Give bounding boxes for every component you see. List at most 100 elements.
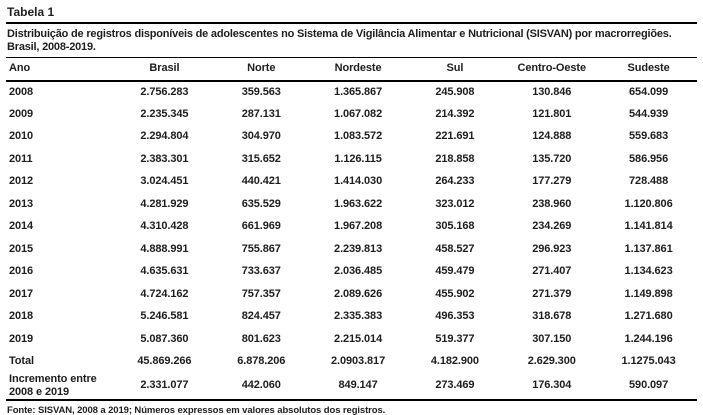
- cell-2008-sul: 245.908: [435, 85, 475, 98]
- cell-2013-sudeste: 1.120.806: [624, 197, 673, 210]
- column-header-nordeste: Nordeste: [309, 57, 407, 82]
- table-row-2015: 2015 4.888.991 755.867 2.239.813 458.527 296.…: [6, 238, 697, 261]
- cell-2016-norte: 733.637: [241, 265, 281, 278]
- cell-total-brasil: 45.869.266: [137, 355, 192, 368]
- cell-2015-brasil: 4.888.991: [140, 242, 189, 255]
- cell-2009-nordeste: 1.067.082: [334, 107, 383, 120]
- table-row-2019: 2019 5.087.360 801.623 2.215.014 519.377 307.…: [6, 328, 697, 351]
- cell-2010-nordeste: 1.083.572: [334, 130, 383, 143]
- cell-2015-nordeste: 2.239.813: [334, 242, 383, 255]
- cell-2019-centro-oeste: 307.150: [532, 332, 572, 345]
- cell-2013-sul: 323.012: [435, 197, 475, 210]
- cell-2008-nordeste: 1.365.867: [334, 85, 383, 98]
- source-note: Fonte: SISVAN, 2008 a 2019; Números expr…: [7, 405, 386, 415]
- row-label: 2014: [9, 220, 34, 233]
- cell-2011-centro-oeste: 135.720: [532, 152, 572, 165]
- cell-2014-centro-oeste: 234.269: [532, 220, 572, 233]
- column-header-sudeste: Sudeste: [600, 57, 697, 82]
- cell-2011-brasil: 2.383.301: [140, 152, 189, 165]
- cell-2018-sul: 496.353: [435, 310, 475, 323]
- column-header-brasil: Brasil: [116, 57, 213, 82]
- cell-2009-centro-oeste: 121.801: [532, 107, 572, 120]
- table-row-2008: 2008 2.756.283 359.563 1.365.867 245.908 130.…: [6, 81, 697, 104]
- row-label: 2013: [9, 197, 34, 210]
- cell-total-sudeste: 1.1275.043: [621, 355, 676, 368]
- cell-incremento-entre-2008-e-2019-centro-oeste: 176.304: [532, 379, 572, 392]
- cell-2018-centro-oeste: 318.678: [532, 310, 572, 323]
- cell-2010-sul: 221.691: [435, 130, 475, 143]
- cell-2016-sudeste: 1.134.623: [624, 265, 673, 278]
- cell-2013-nordeste: 1.963.622: [334, 197, 383, 210]
- cell-2009-norte: 287.131: [241, 107, 281, 120]
- row-label: 2012: [9, 175, 34, 188]
- cell-2017-norte: 757.357: [241, 287, 281, 300]
- table-row-2009: 2009 2.235.345 287.131 1.067.082 214.392 121.…: [6, 103, 697, 126]
- row-label: 2010: [9, 130, 34, 143]
- cell-total-sul: 4.182.900: [430, 355, 479, 368]
- table-row-2010: 2010 2.294.804 304.970 1.083.572 221.691 124.…: [6, 126, 697, 149]
- cell-2010-brasil: 2.294.804: [140, 130, 189, 143]
- cell-2019-brasil: 5.087.360: [140, 332, 189, 345]
- column-header-norte: Norte: [212, 57, 310, 82]
- cell-total-centro-oeste: 2.629.300: [527, 355, 576, 368]
- row-label: Incremento entre 2008 e 2019: [9, 372, 97, 399]
- table-row-2014: 2014 4.310.428 661.969 1.967.208 305.168 234.…: [6, 216, 697, 239]
- cell-incremento-entre-2008-e-2019-nordeste: 849.147: [338, 379, 378, 392]
- cell-2017-brasil: 4.724.162: [140, 287, 189, 300]
- cell-2014-nordeste: 1.967.208: [334, 220, 383, 233]
- cell-2015-norte: 755.867: [241, 242, 281, 255]
- cell-2014-sudeste: 1.141.814: [624, 220, 673, 233]
- cell-2008-sudeste: 654.099: [629, 85, 669, 98]
- cell-2016-centro-oeste: 271.407: [532, 265, 572, 278]
- cell-2019-norte: 801.623: [241, 332, 281, 345]
- cell-2015-sudeste: 1.137.861: [624, 242, 673, 255]
- row-label: 2018: [9, 310, 34, 323]
- table-row-total: Total 45.869.266 6.878.206 2.0903.817 4.182.…: [6, 351, 697, 373]
- table-row-2012: 2012 3.024.451 440.421 1.414.030 264.233 177.…: [6, 171, 697, 194]
- table-label: Tabela 1: [6, 3, 697, 25]
- cell-2016-sul: 459.479: [435, 265, 475, 278]
- row-label: 2011: [9, 152, 33, 165]
- row-label: 2019: [9, 332, 34, 345]
- table-row-2011: 2011 2.383.301 315.652 1.126.115 218.858 135.…: [6, 148, 697, 171]
- column-header-ano: Ano: [6, 57, 116, 82]
- cell-2017-sul: 455.902: [435, 287, 475, 300]
- cell-2019-sul: 519.377: [435, 332, 475, 345]
- cell-2015-sul: 458.527: [435, 242, 475, 255]
- table-row-2017: 2017 4.724.162 757.357 2.089.626 455.902 271.…: [6, 283, 697, 306]
- cell-2012-centro-oeste: 177.279: [532, 175, 572, 188]
- cell-2010-centro-oeste: 124.888: [532, 130, 572, 143]
- table-row-2018: 2018 5.246.581 824.457 2.335.383 496.353 318.…: [6, 306, 697, 329]
- cell-2015-centro-oeste: 296.923: [532, 242, 572, 255]
- row-label: 2016: [9, 265, 34, 278]
- cell-2010-sudeste: 559.683: [629, 130, 669, 143]
- cell-incremento-entre-2008-e-2019-sudeste: 590.097: [629, 379, 669, 392]
- table-row-2013: 2013 4.281.929 635.529 1.963.622 323.012 238.…: [6, 193, 697, 216]
- cell-2014-sul: 305.168: [435, 220, 475, 233]
- cell-2011-norte: 315.652: [241, 152, 281, 165]
- cell-2018-norte: 824.457: [241, 310, 281, 323]
- column-header-centro-oeste: Centro-Oeste: [503, 57, 601, 82]
- table-caption: Distribuição de registros disponíveis de…: [7, 28, 672, 54]
- cell-2018-nordeste: 2.335.383: [334, 310, 383, 323]
- cell-2012-norte: 440.421: [241, 175, 281, 188]
- cell-2011-sul: 218.858: [435, 152, 475, 165]
- row-label: 2017: [9, 287, 34, 300]
- cell-2014-norte: 661.969: [241, 220, 281, 233]
- cell-2008-centro-oeste: 130.846: [532, 85, 572, 98]
- row-label: Total: [9, 355, 34, 368]
- cell-2012-brasil: 3.024.451: [140, 175, 189, 188]
- table-row-2016: 2016 4.635.631 733.637 2.036.485 459.479 271.…: [6, 261, 697, 284]
- cell-incremento-entre-2008-e-2019-norte: 442.060: [241, 379, 281, 392]
- row-label: 2008: [9, 85, 34, 98]
- cell-2013-centro-oeste: 238.960: [532, 197, 572, 210]
- cell-2017-nordeste: 2.089.626: [334, 287, 383, 300]
- cell-2008-norte: 359.563: [241, 85, 281, 98]
- cell-2016-nordeste: 2.036.485: [334, 265, 383, 278]
- cell-2014-brasil: 4.310.428: [140, 220, 189, 233]
- cell-total-nordeste: 2.0903.817: [331, 355, 386, 368]
- cell-2017-centro-oeste: 271.379: [532, 287, 572, 300]
- cell-2011-sudeste: 586.956: [629, 152, 669, 165]
- cell-2012-nordeste: 1.414.030: [334, 175, 383, 188]
- cell-2010-norte: 304.970: [241, 130, 281, 143]
